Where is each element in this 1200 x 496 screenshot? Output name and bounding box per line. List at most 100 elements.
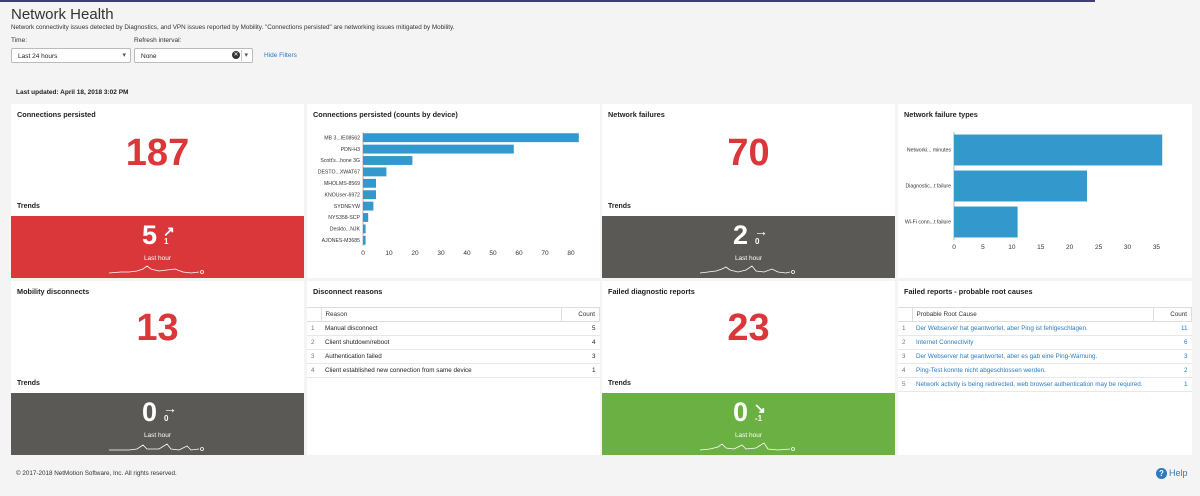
x-tick-label: 5 (981, 244, 985, 251)
table-row[interactable]: 2 Internet Connectivity 6 (898, 335, 1192, 350)
count-cell: 5 (561, 321, 600, 336)
trends-label: Trends (608, 380, 631, 387)
reason-column-header[interactable]: Reason (320, 307, 562, 322)
cause-link[interactable]: Der Webserver hat geantwortet, aber Ping… (912, 321, 1154, 336)
trend-period: Last hour (143, 255, 172, 262)
bar[interactable] (363, 133, 579, 143)
network-failures-trend[interactable]: 2 → 0 Last hour (602, 216, 895, 278)
network-failure-types-panel: Network failure types Networki... minute… (898, 104, 1192, 278)
cause-link[interactable]: Network activity is being redirected, we… (912, 377, 1154, 392)
bar[interactable] (954, 170, 1088, 202)
table-row[interactable]: 4 Client established new connection from … (307, 363, 600, 378)
failed-diagnostic-reports-trend[interactable]: 0 ↘ -1 Last hour (602, 393, 895, 455)
row-number: 2 (898, 335, 912, 350)
reason-cell: Manual disconnect (321, 321, 562, 336)
x-tick-label: 25 (1095, 244, 1103, 251)
trend-sparkline (109, 265, 204, 274)
select-separator (241, 50, 242, 61)
table-row[interactable]: 1 Manual disconnect 5 (307, 321, 600, 336)
bar[interactable] (363, 235, 366, 245)
count-column-header[interactable]: Count (1153, 307, 1192, 322)
time-select-value: Last 24 hours (18, 53, 58, 60)
row-number: 4 (307, 363, 321, 378)
category-label: Networki... minutes (907, 148, 952, 154)
bar[interactable] (954, 134, 1163, 166)
bar[interactable] (363, 190, 376, 200)
connections-by-device-panel: Connections persisted (counts by device)… (307, 104, 600, 278)
chevron-down-icon: ▾ (122, 52, 126, 59)
category-label: PDN-H3 (341, 147, 360, 153)
count-cell: 1 (561, 363, 600, 378)
x-tick-label: 30 (437, 250, 445, 257)
cause-link[interactable]: Internet Connectivity (912, 335, 1154, 350)
connections-by-device-chart: MB 3...IE08562 PDN-H3 Scott's...hone 3G DES… (318, 132, 579, 257)
count-cell: 3 (561, 349, 600, 364)
table-row[interactable]: 3 Der Webserver hat geantwortet, aber es … (898, 349, 1192, 364)
network-failure-types-chart: Networki... minutes Diagnostic...t failur… (905, 132, 1163, 251)
table-row[interactable]: 2 Client shutdown/reboot 4 (307, 335, 600, 350)
trend-flat-arrow-icon: → (163, 400, 177, 416)
table-header-row: Reason Count (307, 307, 600, 322)
panel-title: Connections persisted (counts by device) (313, 110, 458, 119)
x-tick-label: 70 (541, 250, 549, 257)
root-causes-table: Probable Root Cause Count 1 Der Webserver… (898, 307, 1192, 392)
connections-persisted-panel: Connections persisted 187 Trends 5 ↗ 1 L… (11, 104, 304, 278)
bar[interactable] (363, 224, 366, 234)
reason-cell: Client established new connection from s… (321, 363, 562, 378)
trend-delta: -1 (755, 414, 763, 423)
trend-sparkline (700, 442, 795, 451)
bar[interactable] (363, 201, 374, 211)
row-number-header (898, 307, 913, 322)
trend-delta: 1 (164, 237, 169, 246)
table-row[interactable]: 1 Der Webserver hat geantwortet, aber Pin… (898, 321, 1192, 336)
count-column-header[interactable]: Count (561, 307, 600, 322)
row-number: 3 (307, 349, 321, 364)
category-label: MHOLMS-8569 (324, 181, 360, 187)
network-failures-value[interactable]: 70 (727, 132, 770, 174)
bar[interactable] (363, 213, 369, 222)
bar[interactable] (363, 178, 376, 188)
bar[interactable] (363, 156, 413, 165)
root-causes-panel: Failed reports - probable root causes Pr… (898, 281, 1192, 455)
x-tick-label: 50 (489, 250, 497, 257)
table-row[interactable]: 5 Network activity is being redirected, w… (898, 377, 1192, 392)
bar[interactable] (954, 206, 1018, 238)
connections-persisted-value[interactable]: 187 (125, 132, 190, 174)
cause-link[interactable]: Der Webserver hat geantwortet, aber es g… (912, 349, 1154, 364)
count-cell: 3 (1153, 349, 1192, 364)
trends-label: Trends (17, 203, 40, 210)
time-select[interactable]: Last 24 hours ▾ (11, 48, 131, 63)
refresh-interval-select[interactable]: None ✕ ▾ (134, 48, 253, 63)
chevron-down-icon[interactable]: ▾ (244, 52, 248, 59)
table-row[interactable]: 4 Ping-Test konnte nicht abgeschlossen we… (898, 363, 1192, 378)
bar[interactable] (363, 167, 387, 177)
failed-diagnostic-reports-value[interactable]: 23 (727, 307, 770, 349)
mobility-disconnects-value[interactable]: 13 (136, 307, 179, 349)
x-tick-label: 80 (567, 250, 575, 257)
connections-persisted-trend[interactable]: 5 ↗ 1 Last hour (11, 216, 304, 278)
x-tick-label: 20 (1066, 244, 1074, 251)
mobility-disconnects-trend[interactable]: 0 → 0 Last hour (11, 393, 304, 455)
x-tick-label: 0 (361, 250, 365, 257)
trend-flat-arrow-icon: → (754, 223, 768, 239)
category-label: Wi-Fi conn...t failure (905, 220, 951, 226)
panel-title: Disconnect reasons (313, 287, 383, 296)
bar[interactable] (363, 144, 514, 154)
x-tick-label: 20 (411, 250, 419, 257)
x-tick-label: 10 (385, 250, 393, 257)
cause-link[interactable]: Ping-Test konnte nicht abgeschlossen wer… (912, 363, 1154, 378)
panel-title: Network failure types (904, 110, 978, 119)
table-header-row: Probable Root Cause Count (898, 307, 1192, 322)
trend-value: 0 (733, 397, 749, 427)
table-row[interactable]: 3 Authentication failed 3 (307, 349, 600, 364)
disconnect-reasons-table: Reason Count 1 Manual disconnect 5 2 Client… (307, 307, 600, 378)
trend-delta: 0 (755, 237, 760, 246)
category-label: KNOUser-6972 (325, 192, 361, 198)
hide-filters-link[interactable]: Hide Filters (264, 52, 297, 59)
cause-column-header[interactable]: Probable Root Cause (911, 307, 1154, 322)
x-tick-label: 40 (463, 250, 471, 257)
count-cell: 1 (1153, 377, 1192, 392)
trend-up-arrow-icon: ↗ (163, 223, 175, 239)
clear-icon[interactable]: ✕ (232, 51, 240, 59)
help-link[interactable]: ? Help (1156, 468, 1188, 479)
